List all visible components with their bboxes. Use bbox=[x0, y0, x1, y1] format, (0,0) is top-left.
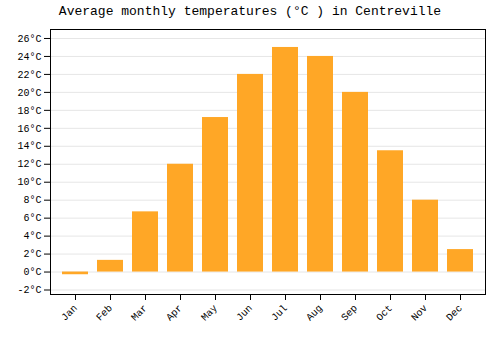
svg-text:12°C: 12°C bbox=[17, 159, 41, 170]
svg-text:6°C: 6°C bbox=[23, 213, 41, 224]
svg-text:10°C: 10°C bbox=[17, 177, 41, 188]
svg-text:24°C: 24°C bbox=[17, 52, 41, 63]
svg-text:22°C: 22°C bbox=[17, 70, 41, 81]
svg-text:20°C: 20°C bbox=[17, 88, 41, 99]
svg-text:Oct: Oct bbox=[374, 303, 395, 324]
html-text:Average monthly temperatures (: Average monthly temperatures (°C ) in Ce… bbox=[58, 4, 442, 19]
svg-text:18°C: 18°C bbox=[17, 106, 41, 117]
svg-text:0°C: 0°C bbox=[23, 267, 41, 278]
svg-text:4°C: 4°C bbox=[23, 231, 41, 242]
svg-text:2°C: 2°C bbox=[23, 249, 41, 260]
svg-text:Mar: Mar bbox=[129, 303, 150, 324]
svg-text:May: May bbox=[199, 303, 220, 324]
svg-text:Dec: Dec bbox=[444, 303, 465, 324]
svg-text:Sep: Sep bbox=[339, 303, 360, 324]
svg-text:16°C: 16°C bbox=[17, 124, 41, 135]
svg-text:Jun: Jun bbox=[234, 303, 255, 324]
svg-text:Aug: Aug bbox=[304, 303, 325, 324]
svg-text:Jul: Jul bbox=[269, 303, 290, 324]
svg-text:Feb: Feb bbox=[94, 303, 115, 324]
svg-text:-2°C: -2°C bbox=[17, 285, 41, 296]
svg-text:8°C: 8°C bbox=[23, 195, 41, 206]
svg-text:26°C: 26°C bbox=[17, 34, 41, 45]
svg-text:14°C: 14°C bbox=[17, 141, 41, 152]
svg-text:Nov: Nov bbox=[409, 303, 430, 324]
svg-text:Apr: Apr bbox=[164, 303, 185, 324]
svg-text:Jan: Jan bbox=[59, 303, 80, 324]
